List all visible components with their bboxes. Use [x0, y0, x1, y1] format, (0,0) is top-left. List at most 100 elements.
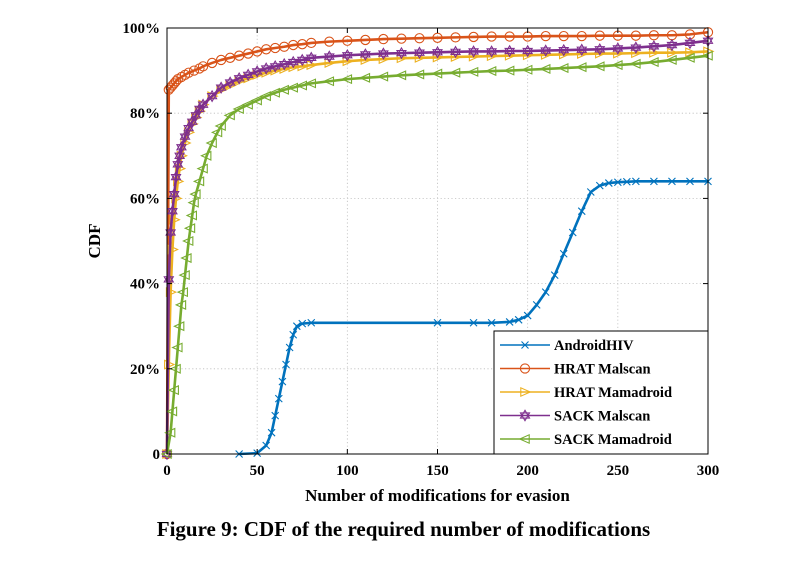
data-point-sack-mamadroid [232, 103, 244, 114]
data-point-sack-mamadroid [167, 385, 179, 396]
data-point-hrat-malscan [183, 67, 194, 78]
grid [167, 28, 708, 454]
data-point-androidhiv [523, 311, 532, 320]
data-point-sack-malscan [432, 45, 443, 59]
data-point-sack-mamadroid [467, 66, 479, 77]
series-layer [160, 27, 715, 461]
data-point-hrat-mamadroid [667, 47, 679, 58]
data-point-sack-malscan [190, 109, 202, 122]
data-point-sack-mamadroid [430, 68, 443, 79]
data-point-androidhiv [595, 181, 604, 190]
data-point-sack-malscan [175, 140, 187, 154]
data-point-sack-malscan [522, 44, 534, 58]
data-point-sack-mamadroid [171, 342, 183, 353]
data-point-sack-mamadroid [539, 63, 551, 74]
data-point-hrat-malscan [432, 32, 443, 43]
data-point-hrat-mamadroid [165, 287, 178, 298]
x-tick-label: 200 [516, 463, 539, 479]
data-point-sack-mamadroid [196, 163, 208, 174]
data-point-hrat-mamadroid [685, 47, 697, 58]
data-point-sack-malscan [395, 46, 407, 60]
data-point-hrat-malscan [197, 61, 209, 72]
data-point-sack-malscan [359, 48, 371, 61]
data-point-androidhiv [550, 271, 559, 279]
data-point-androidhiv [577, 207, 586, 216]
data-point-sack-mamadroid [268, 87, 280, 98]
data-point-androidhiv [271, 411, 280, 420]
data-point-sack-mamadroid [412, 69, 425, 80]
legend-marker-sack-malscan [519, 409, 531, 422]
data-point-sack-mamadroid [174, 299, 187, 310]
data-point-sack-malscan [666, 38, 678, 52]
data-point-sack-malscan [630, 41, 642, 54]
legend-label-sack-malscan: SACK Malscan [554, 409, 650, 425]
data-point-androidhiv [262, 441, 271, 450]
data-point-androidhiv [469, 318, 478, 327]
data-point-androidhiv [514, 315, 523, 324]
data-point-sack-mamadroid [611, 60, 623, 71]
legend-marker-androidhiv [521, 341, 529, 349]
cdf-chart: 0 50 100 150 200 250 300 0 20% 40% 60% 80% 100% Numb… [85, 21, 720, 505]
data-point-sack-malscan [269, 60, 281, 73]
data-point-sack-malscan [251, 65, 263, 78]
x-tick-label: 300 [697, 463, 720, 479]
data-point-sack-mamadroid [503, 65, 515, 76]
series-line-hrat-malscan [165, 30, 709, 455]
y-tick-label: 0 [153, 447, 161, 463]
data-point-sack-mamadroid [250, 95, 262, 106]
data-point-hrat-malscan [414, 33, 425, 44]
data-point-sack-malscan [540, 44, 552, 57]
data-point-hrat-malscan [630, 30, 642, 41]
data-point-sack-malscan [504, 44, 516, 58]
legend-label-hrat-malscan: HRAT Malscan [554, 362, 651, 378]
data-point-sack-malscan [197, 98, 209, 111]
legend-marker-sack-mamadroid [518, 433, 530, 445]
data-point-sack-mamadroid [200, 150, 212, 161]
data-point-sack-mamadroid [629, 58, 641, 69]
data-point-sack-malscan [165, 226, 177, 239]
data-point-sack-malscan [170, 170, 182, 184]
data-point-sack-mamadroid [214, 120, 226, 132]
data-point-sack-malscan [296, 53, 308, 67]
data-point-hrat-malscan [486, 31, 497, 42]
data-point-androidhiv [298, 319, 307, 328]
data-point-sack-mamadroid [192, 176, 205, 187]
data-point-sack-mamadroid [183, 223, 196, 234]
y-tick-label: 100% [123, 21, 161, 37]
legend-label-hrat-mamadroid: HRAT Mamadroid [554, 385, 672, 401]
data-point-sack-malscan [172, 158, 184, 171]
data-point-androidhiv [433, 318, 442, 327]
data-point-sack-malscan [648, 40, 660, 53]
data-point-sack-mamadroid [241, 99, 253, 110]
series-line-sack-malscan [165, 39, 709, 455]
data-point-hrat-malscan [504, 31, 515, 42]
legend-label-sack-mamadroid: SACK Mamadroid [554, 432, 672, 448]
data-point-sack-malscan [174, 149, 186, 163]
data-point-hrat-malscan [396, 33, 407, 44]
data-point-androidhiv [622, 177, 631, 186]
data-point-sack-malscan [558, 43, 570, 57]
data-point-androidhiv [568, 228, 577, 237]
data-point-sack-malscan [450, 45, 461, 59]
data-point-sack-mamadroid [277, 84, 289, 95]
data-point-hrat-malscan [342, 35, 353, 46]
data-point-sack-mamadroid [187, 197, 199, 208]
data-point-sack-mamadroid [557, 62, 569, 74]
data-point-androidhiv [650, 177, 658, 186]
data-point-sack-mamadroid [173, 321, 185, 332]
data-point-sack-mamadroid [448, 67, 461, 78]
data-point-sack-mamadroid [180, 252, 192, 264]
x-tick-label: 0 [163, 463, 171, 479]
data-point-hrat-malscan [378, 33, 389, 45]
y-tick-label: 60% [130, 191, 160, 207]
data-point-sack-malscan [684, 36, 696, 50]
data-point-sack-malscan [594, 42, 606, 56]
data-point-androidhiv [274, 394, 283, 403]
data-point-hrat-mamadroid [167, 244, 179, 255]
data-point-sack-mamadroid [210, 127, 223, 138]
data-point-sack-mamadroid [665, 54, 677, 65]
data-point-androidhiv [282, 360, 290, 369]
series-sack-malscan [161, 34, 714, 461]
data-point-hrat-malscan [540, 30, 551, 42]
tick-layer: 0 50 100 150 200 250 300 0 20% 40% 60% 80% 100% [123, 21, 720, 479]
